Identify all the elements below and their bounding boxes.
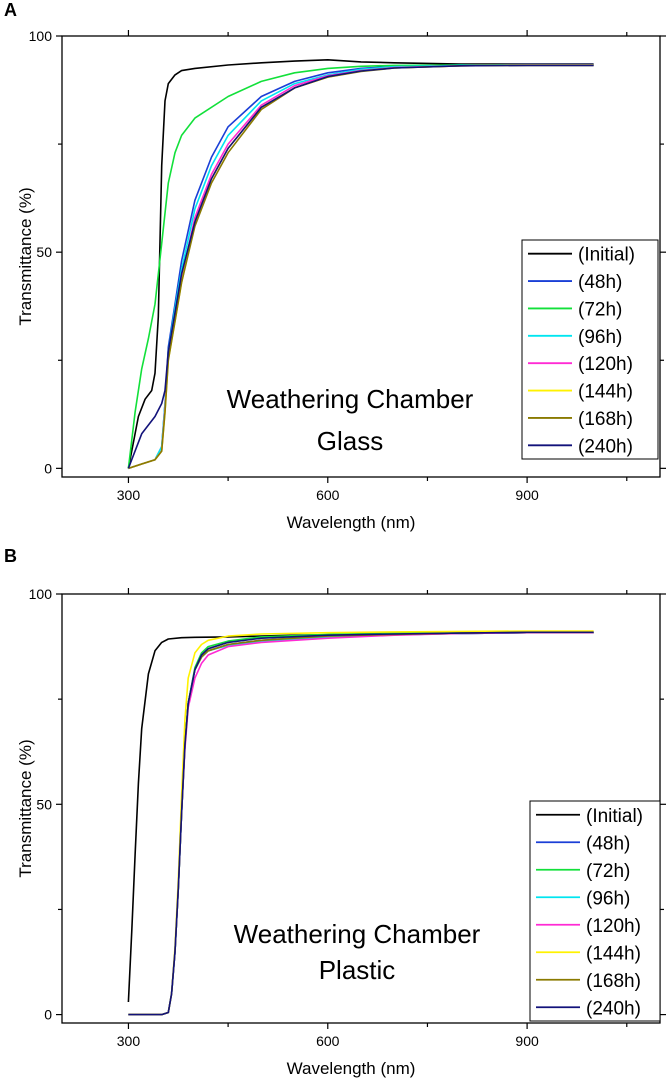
series-line-b-7 (128, 631, 594, 1016)
panel-label-b: B (4, 546, 17, 566)
annotation-b-1: Plastic (319, 955, 396, 985)
chart-panel-a: A 300 600 900 0 50 100 Wavelength (nm) Transmit… (4, 0, 666, 532)
series-line-a-2 (127, 64, 594, 469)
legend-label-b-0: (Initial) (586, 806, 643, 827)
x-tick-label-b: 900 (515, 1033, 539, 1049)
y-tick-label-a: 0 (44, 460, 52, 476)
legend-label-a-4: (120h) (578, 354, 633, 375)
legend-label-b-4: (120h) (586, 916, 641, 937)
legend-label-b-1: (48h) (586, 833, 630, 854)
legend-label-a-3: (96h) (578, 327, 622, 348)
chart-a-svg: 300 600 900 0 50 100 Wavelength (nm) Transmitta… (16, 28, 666, 532)
y-tick-label-a: 50 (36, 244, 52, 260)
annotation-a-1: Glass (317, 426, 383, 456)
panel-label-a: A (4, 0, 17, 20)
x-tick-label-a: 300 (117, 487, 141, 503)
x-tick-label-a: 900 (515, 487, 539, 503)
legend-label-a-5: (144h) (578, 382, 633, 403)
legend-label-b-3: (96h) (586, 888, 630, 909)
annotation-b-0: Weathering Chamber (234, 919, 481, 949)
y-tick-label-b: 50 (36, 796, 52, 812)
x-tick-label-a: 600 (316, 487, 340, 503)
plot-frame-a (61, 35, 661, 478)
x-axis-label-a: Wavelength (nm) (287, 513, 416, 532)
y-axis-label-a: Transmittance (%) (16, 187, 35, 325)
legend-label-a-6: (168h) (578, 409, 633, 430)
chart-panel-b: B 300 600 900 0 50 100 Wavelength (nm) Transmit… (0, 546, 671, 1092)
legend-box-b (529, 800, 661, 1022)
y-tick-label-b: 0 (44, 1007, 52, 1023)
legend-label-b-5: (144h) (586, 943, 641, 964)
series-line-a-7 (127, 64, 594, 469)
x-tick-label-b: 600 (316, 1033, 340, 1049)
legend-label-b-7: (240h) (586, 998, 641, 1019)
legend-label-a-0: (Initial) (578, 245, 635, 266)
legend-label-a-7: (240h) (578, 436, 633, 457)
chart-b-svg: 300 600 900 0 50 100 Wavelength (nm) Transmitta… (16, 586, 666, 1078)
legend-box-a (521, 239, 659, 460)
x-axis-label-b: Wavelength (nm) (287, 1059, 416, 1078)
legend-label-a-1: (48h) (578, 272, 622, 293)
legend-label-a-2: (72h) (578, 299, 622, 320)
legend-label-b-6: (168h) (586, 971, 641, 992)
annotation-a-0: Weathering Chamber (227, 384, 474, 414)
x-tick-label-b: 300 (117, 1033, 141, 1049)
y-axis-label-b: Transmittance (%) (16, 739, 35, 877)
series-line-a-0 (127, 58, 594, 469)
legend-label-b-2: (72h) (586, 861, 630, 882)
y-tick-label-a: 100 (29, 28, 53, 44)
y-tick-label-b: 100 (29, 586, 53, 602)
